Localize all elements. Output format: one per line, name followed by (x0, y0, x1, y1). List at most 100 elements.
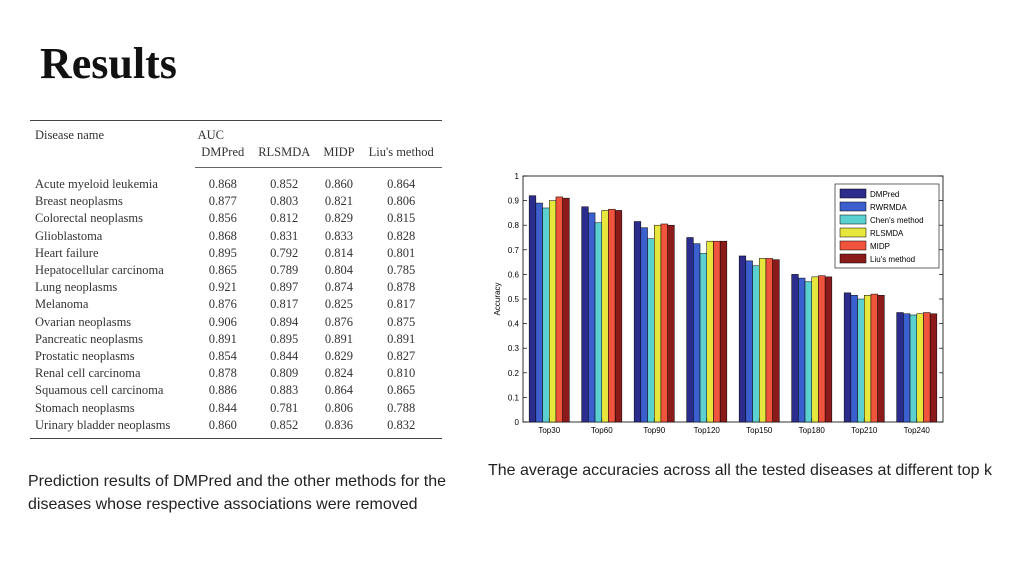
auc-value-cell: 0.789 (270, 263, 299, 278)
bar (850, 295, 858, 423)
bar (759, 258, 767, 423)
auc-value-cell: 0.868 (208, 177, 237, 191)
auc-value-cell: 0.829 (324, 211, 354, 226)
bar (811, 276, 819, 423)
table-row: Breast neoplasms 0.877 0.803 0.821 0.806 (30, 193, 442, 210)
auc-value-cell: 0.804 (324, 263, 354, 278)
disease-name-cell: Lung neoplasms (35, 280, 118, 295)
column-header-liu: Liu's method (360, 144, 442, 168)
y-tick-label: 0.3 (508, 344, 520, 353)
bar (542, 207, 550, 423)
table-row: Hepatocellular carcinoma 0.865 0.789 0.804 0… (30, 262, 442, 279)
x-tick-label: Top120 (694, 426, 721, 435)
bar (765, 258, 773, 423)
auc-value-cell: 0.875 (387, 314, 416, 329)
bar (660, 223, 668, 423)
table-row: Stomach neoplasms 0.844 0.781 0.806 0.788 (30, 400, 442, 417)
bar (909, 314, 917, 423)
y-tick-label: 0.5 (508, 295, 520, 304)
table-row: Squamous cell carcinoma 0.886 0.883 0.864 0.… (30, 382, 442, 399)
auc-value-cell: 0.878 (208, 366, 237, 381)
bar (713, 240, 721, 423)
legend-label: Liu's method (870, 255, 915, 264)
bar (549, 200, 557, 423)
auc-value-cell: 0.812 (270, 211, 299, 226)
auc-value-cell: 0.891 (324, 331, 354, 346)
auc-value-cell: 0.921 (208, 280, 237, 295)
auc-value-cell: 0.865 (208, 263, 237, 278)
y-tick-label: 0.7 (508, 246, 520, 255)
auc-value-cell: 0.828 (387, 228, 416, 243)
bar (804, 281, 812, 423)
bar (903, 313, 911, 423)
disease-name-cell: Stomach neoplasms (35, 400, 135, 415)
auc-value-cell: 0.895 (270, 331, 299, 346)
bar (562, 197, 570, 423)
auc-value-cell: 0.824 (324, 366, 354, 381)
bar (699, 253, 708, 423)
disease-name-cell: Acute myeloid leukemia (35, 176, 158, 191)
auc-value-cell: 0.817 (387, 297, 416, 312)
bar (647, 238, 655, 423)
bar (929, 313, 938, 423)
bar (608, 208, 616, 423)
bar (640, 227, 648, 423)
bar (588, 212, 596, 423)
bar (667, 224, 675, 423)
auc-value-cell: 0.803 (270, 194, 299, 209)
legend-swatch (839, 227, 867, 238)
auc-value-cell: 0.832 (360, 416, 442, 440)
auc-value-cell: 0.878 (387, 280, 416, 295)
disease-name-cell: Renal cell carcinoma (35, 366, 141, 381)
disease-name-cell: Ovarian neoplasms (35, 314, 132, 329)
table-body: Acute myeloid leukemia 0.868 0.852 0.860 0.8… (30, 168, 442, 440)
auc-value-cell: 0.906 (208, 314, 237, 329)
bar (601, 210, 609, 423)
disease-name-cell: Prostatic neoplasms (35, 349, 135, 364)
auc-value-cell: 0.876 (324, 314, 354, 329)
column-header-dmpred: DMPred (194, 144, 251, 168)
y-tick-label: 1 (515, 172, 520, 181)
disease-name-cell: Pancreatic neoplasms (35, 331, 143, 346)
bar (791, 274, 799, 423)
table-row: Acute myeloid leukemia 0.868 0.852 0.860 0.8… (30, 168, 442, 194)
auc-value-cell: 0.865 (387, 383, 416, 398)
auc-value-cell: 0.852 (250, 416, 318, 440)
table-row: Pancreatic neoplasms 0.891 0.895 0.891 0.891 (30, 331, 442, 348)
auc-value-cell: 0.829 (324, 349, 354, 364)
auc-value-cell: 0.825 (324, 297, 354, 312)
accuracy-chart-svg: 0 0.1 0.2 0.3 0.4 0.5 0.6 0.7 0.8 0.9 1 Accuracy Top… (493, 172, 944, 435)
table-row: Prostatic neoplasms 0.854 0.844 0.829 0.827 (30, 348, 442, 365)
bar (693, 243, 701, 423)
auc-value-cell: 0.844 (270, 349, 299, 364)
auc-value-cell: 0.883 (270, 383, 299, 398)
bar (870, 293, 878, 423)
x-tick-label: Top180 (799, 426, 826, 435)
x-tick-label: Top240 (904, 426, 931, 435)
bar (535, 202, 543, 423)
table-row: Renal cell carcinoma 0.878 0.809 0.824 0.810 (30, 365, 442, 382)
auc-value-cell: 0.806 (387, 194, 416, 209)
y-tick-label: 0.6 (508, 270, 520, 279)
auc-value-cell: 0.886 (208, 383, 237, 398)
y-tick-label: 0.2 (508, 369, 520, 378)
disease-name-cell: Heart failure (35, 245, 99, 260)
bar (614, 210, 623, 423)
column-header-midp: MIDP (317, 144, 361, 168)
auc-value-cell: 0.891 (208, 331, 237, 346)
auc-value-cell: 0.868 (208, 228, 237, 243)
auc-value-cell: 0.864 (324, 383, 354, 398)
auc-value-cell: 0.876 (208, 297, 237, 312)
bar (772, 259, 780, 423)
auc-value-cell: 0.852 (270, 177, 299, 191)
auc-value-cell: 0.860 (194, 416, 251, 440)
disease-name-cell: Urinary bladder neoplasms (30, 416, 195, 440)
auc-value-cell: 0.817 (270, 297, 299, 312)
bar (581, 206, 589, 423)
legend-label: MIDP (870, 242, 890, 251)
legend-label: RWRMDA (870, 203, 907, 212)
auc-value-cell: 0.785 (387, 263, 416, 278)
auc-value-cell: 0.806 (324, 400, 354, 415)
auc-value-cell: 0.854 (208, 349, 237, 364)
slide-title: Results (40, 39, 177, 88)
